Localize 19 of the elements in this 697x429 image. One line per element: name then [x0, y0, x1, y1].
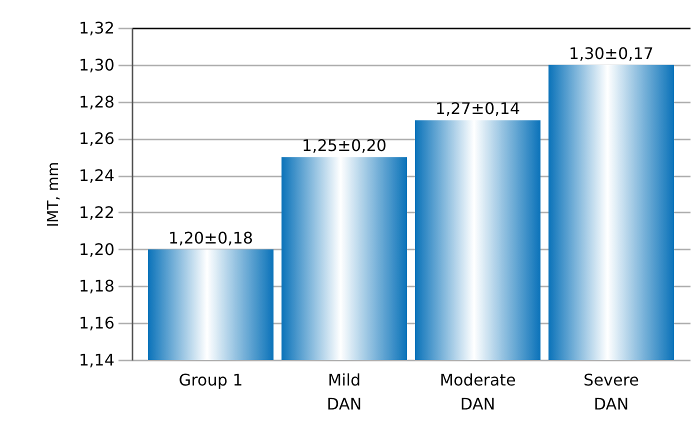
y-tick-label: 1,24	[78, 166, 114, 186]
y-axis-title: IMT, mm	[44, 162, 62, 228]
y-tick-label: 1,32	[78, 18, 114, 38]
y-tick-label: 1,28	[78, 92, 114, 112]
x-tick-label: Severe DAN	[584, 370, 639, 414]
y-tick-label: 1,20	[78, 240, 114, 259]
y-tick-label: 1,22	[78, 202, 114, 222]
x-tick-label: Group 1	[178, 370, 243, 390]
data-label: 1,20±0,18	[168, 228, 254, 248]
x-tick-label: Moderate DAN	[440, 370, 516, 414]
data-label: 1,27±0,14	[435, 99, 520, 118]
y-tick-label: 1,26	[78, 129, 114, 148]
y-tick-label: 1,30	[78, 55, 114, 74]
data-label: 1,25±0,20	[302, 136, 387, 156]
y-tick-label: 1,18	[78, 276, 114, 296]
y-tick-label: 1,14	[78, 350, 114, 370]
y-tick-label: 1,16	[78, 314, 114, 333]
data-label: 1,30±0,17	[568, 44, 654, 63]
x-tick-label: Mild DAN	[326, 370, 362, 414]
